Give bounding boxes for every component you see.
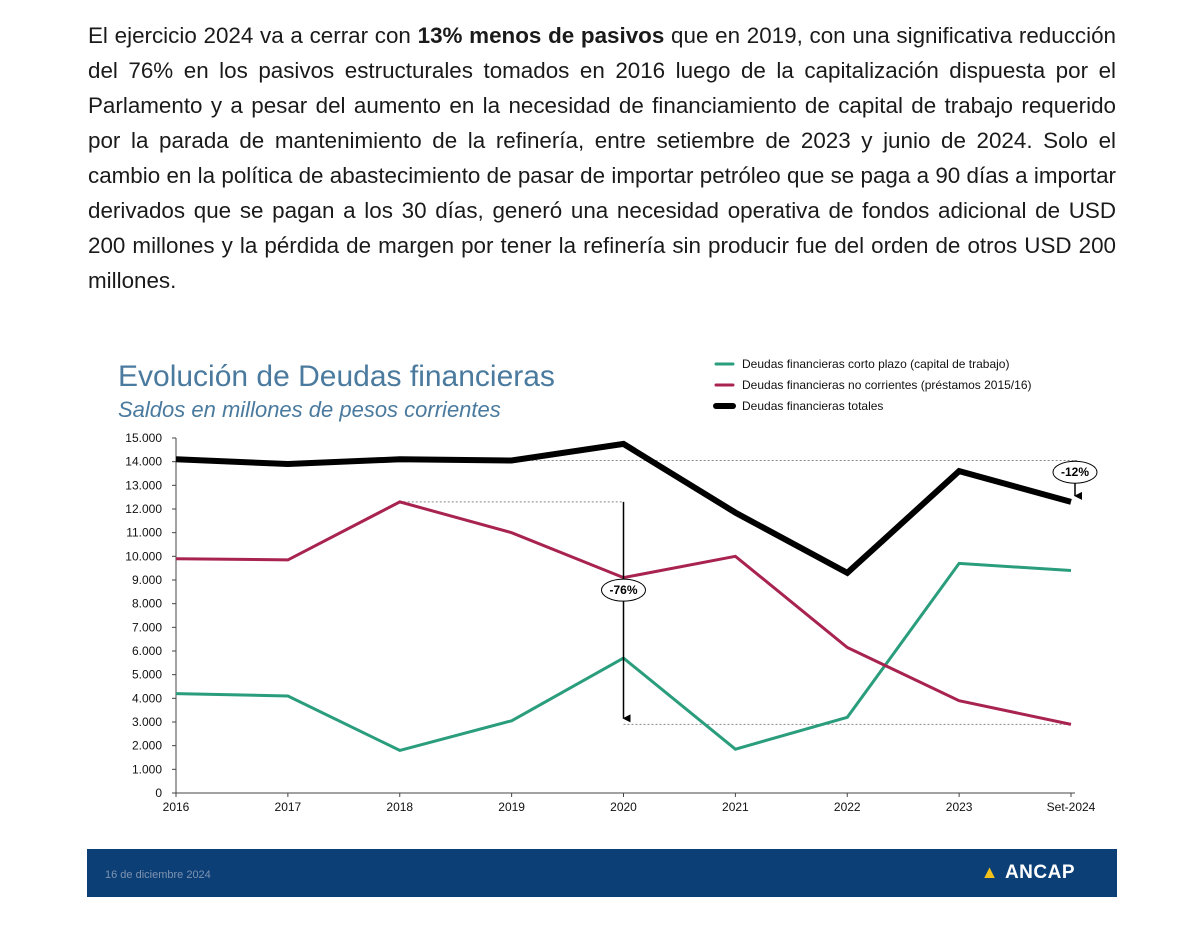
footer-date: 16 de diciembre 2024 [105,869,211,881]
y-tick-label: 4.000 [132,691,162,705]
x-tick-label: 2020 [610,800,637,814]
chart-annotations: -76% -12% [601,460,1098,723]
y-tick-label: 6.000 [132,644,162,658]
legend-label: Deudas financieras corto plazo (capital … [742,357,1009,371]
y-tick-label: 15.000 [125,431,162,445]
y-tick-label: 0 [155,786,162,800]
reference-lines [399,459,1077,725]
annotation-label: -12% [1061,465,1089,479]
y-tick-label: 11.000 [126,526,162,540]
chart-axes: 0 1.000 2.000 3.000 4.000 5.000 6.000 7.000 8.00… [125,431,1095,814]
logo-text: ANCAP [1004,862,1075,883]
ancap-logo: ▲ ANCAP [981,862,1075,884]
x-tick-label: 2019 [498,800,525,814]
y-tick-label: 5.000 [132,668,162,682]
chart-subtitle: Saldos en millones de pesos corrientes [118,397,501,422]
paragraph-text-2: que en 2019, con una significativa reduc… [88,23,1116,293]
chart-legend: Deudas financieras corto plazo (capital … [713,357,1032,413]
intro-paragraph: El ejercicio 2024 va a cerrar con 13% me… [88,18,1116,298]
x-tick-label: 2016 [163,800,190,814]
y-tick-label: 12.000 [125,502,162,516]
x-tick-label: 2018 [386,800,413,814]
legend-label: Deudas financieras totales [742,399,883,413]
x-tick-label: 2021 [722,800,749,814]
y-tick-label: 10.000 [125,549,162,563]
x-tick-label: 2022 [834,800,861,814]
footer-bar: 16 de diciembre 2024 ▲ ANCAP [87,849,1117,897]
y-tick-label: 9.000 [132,573,162,587]
legend-label: Deudas financieras no corrientes (présta… [742,378,1032,392]
x-tick-label: 2017 [275,800,302,814]
annotation-bubble [1052,460,1098,484]
y-tick-label: 3.000 [132,715,162,729]
y-tick-label: 1.000 [132,762,162,776]
annotation-bubble [601,578,646,602]
x-tick-label: 2023 [946,800,973,814]
chart-title: Evolución de Deudas financieras [118,360,555,393]
y-tick-label: 13.000 [125,478,162,492]
y-tick-label: 8.000 [132,597,162,611]
series-line-2 [175,440,1072,577]
paragraph-text-1: El ejercicio 2024 va a cerrar con [88,23,418,48]
x-tick-label: Set-2024 [1047,800,1096,814]
y-tick-label: 2.000 [132,739,162,753]
paragraph-bold: 13% menos de pasivos [417,23,665,48]
debt-line-chart: Evolución de Deudas financieras Saldos e… [118,357,1098,814]
annotation-label: -76% [609,583,637,597]
y-tick-label: 7.000 [132,620,162,634]
logo-triangle-icon: ▲ [980,862,999,882]
y-tick-label: 14.000 [125,455,162,469]
